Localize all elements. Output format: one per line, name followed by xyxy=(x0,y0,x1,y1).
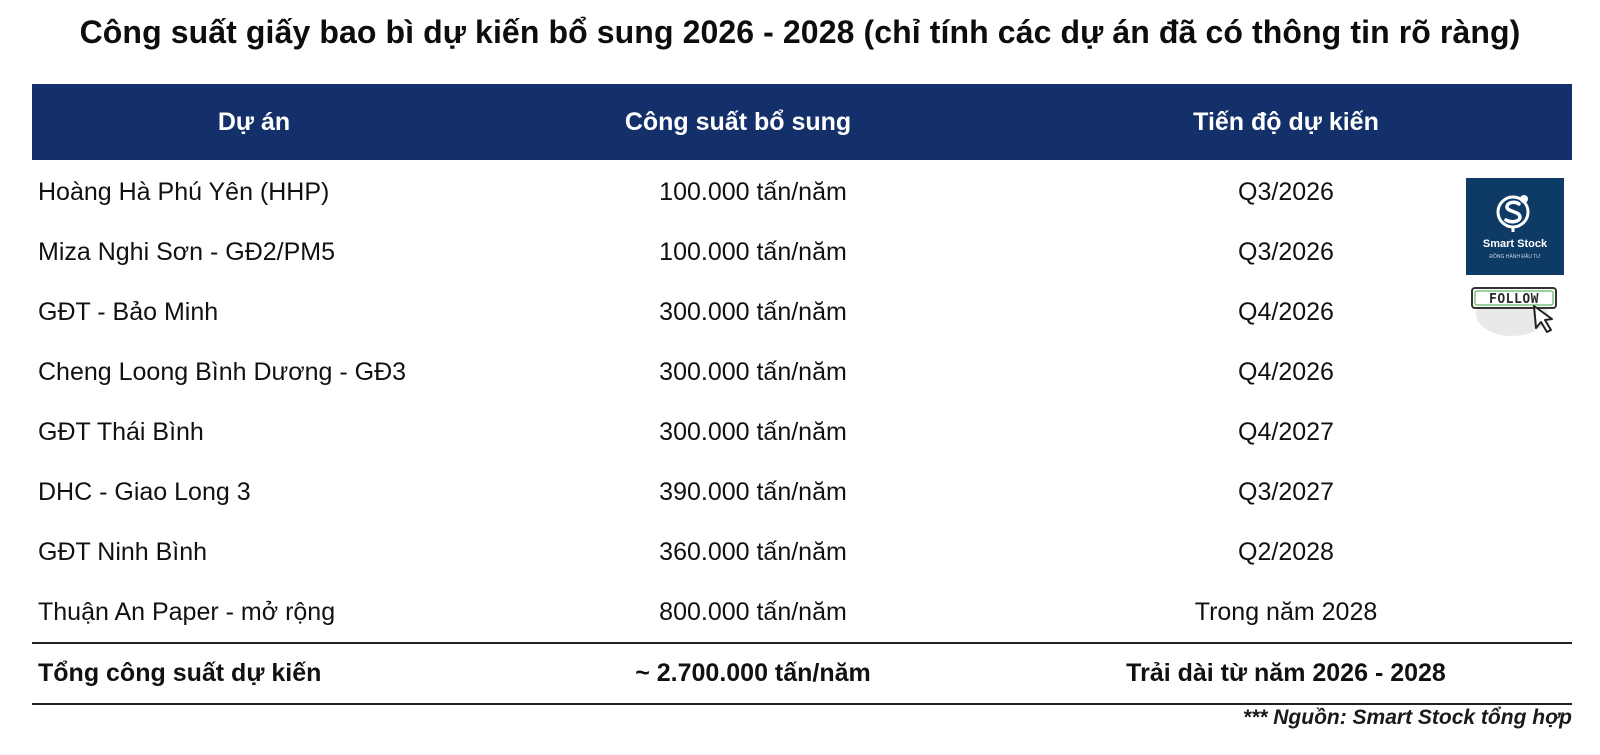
capacity-table: Dự án Công suất bổ sung Tiến độ dự kiến … xyxy=(32,84,1572,705)
capacity-cell: 800.000 tấn/năm xyxy=(659,597,847,626)
timeline-cell: Q3/2027 xyxy=(1238,477,1334,506)
total-capacity: ~ 2.700.000 tấn/năm xyxy=(635,659,871,687)
header-project: Dự án xyxy=(217,107,291,136)
table-row: DHC - Giao Long 3 390.000 tấn/năm Q3/202… xyxy=(32,462,1572,522)
project-cell: Thuận An Paper - mở rộng xyxy=(38,597,336,626)
logo-tagline: ĐỒNG HÀNH ĐẦU TƯ xyxy=(1489,254,1541,260)
header-timeline: Tiến độ dự kiến xyxy=(1193,107,1379,136)
follow-button[interactable]: FOLLOW xyxy=(1470,284,1560,340)
capacity-cell: 390.000 tấn/năm xyxy=(659,477,847,506)
table-row: Hoàng Hà Phú Yên (HHP) 100.000 tấn/năm Q… xyxy=(32,162,1572,222)
table-row: Cheng Loong Bình Dương - GĐ3 300.000 tấn… xyxy=(32,342,1572,402)
capacity-cell: 100.000 tấn/năm xyxy=(659,177,847,206)
source-note: *** Nguồn: Smart Stock tổng hợp xyxy=(1242,706,1572,729)
table-row: GĐT - Bảo Minh 300.000 tấn/năm Q4/2026 xyxy=(32,282,1572,342)
total-row: Tổng công suất dự kiến ~ 2.700.000 tấn/n… xyxy=(32,642,1572,705)
timeline-cell: Trong năm 2028 xyxy=(1194,597,1378,626)
project-cell: GĐT Thái Bình xyxy=(38,417,204,446)
table-row: GĐT Ninh Bình 360.000 tấn/năm Q2/2028 xyxy=(32,522,1572,582)
table-row: Miza Nghi Sơn - GĐ2/PM5 100.000 tấn/năm … xyxy=(32,222,1572,282)
capacity-cell: 300.000 tấn/năm xyxy=(659,417,847,446)
project-cell: Cheng Loong Bình Dương - GĐ3 xyxy=(38,357,407,386)
project-cell: Hoàng Hà Phú Yên (HHP) xyxy=(38,177,330,206)
timeline-cell: Q3/2026 xyxy=(1238,177,1334,206)
follow-badge-icon xyxy=(1471,287,1557,336)
timeline-cell: Q4/2027 xyxy=(1238,417,1334,446)
project-cell: Miza Nghi Sơn - GĐ2/PM5 xyxy=(38,237,336,266)
table-row: Thuận An Paper - mở rộng 800.000 tấn/năm… xyxy=(32,582,1572,642)
follow-label: FOLLOW xyxy=(1489,292,1539,307)
table-header: Dự án Công suất bổ sung Tiến độ dự kiến xyxy=(32,84,1572,160)
smart-stock-logo[interactable]: Smart Stock ĐỒNG HÀNH ĐẦU TƯ xyxy=(1466,178,1564,275)
project-cell: DHC - Giao Long 3 xyxy=(38,477,251,506)
logo-name: Smart Stock xyxy=(1482,238,1548,250)
capacity-cell: 300.000 tấn/năm xyxy=(659,297,847,326)
total-timeline: Trải dài từ năm 2026 - 2028 xyxy=(1126,659,1446,687)
project-cell: GĐT Ninh Bình xyxy=(38,537,208,566)
page-title: Công suất giấy bao bì dự kiến bổ sung 20… xyxy=(79,14,1521,50)
timeline-cell: Q2/2028 xyxy=(1238,537,1334,566)
project-cell: GĐT - Bảo Minh xyxy=(38,297,219,326)
timeline-cell: Q3/2026 xyxy=(1238,237,1334,266)
table-row: GĐT Thái Bình 300.000 tấn/năm Q4/2027 xyxy=(32,402,1572,462)
capacity-cell: 100.000 tấn/năm xyxy=(659,237,847,266)
capacity-cell: 300.000 tấn/năm xyxy=(659,357,847,386)
timeline-cell: Q4/2026 xyxy=(1238,357,1334,386)
capacity-cell: 360.000 tấn/năm xyxy=(659,537,847,566)
smart-stock-logo-icon xyxy=(1496,195,1530,232)
header-capacity: Công suất bổ sung xyxy=(624,107,852,136)
timeline-cell: Q4/2026 xyxy=(1238,297,1334,326)
total-label: Tổng công suất dự kiến xyxy=(38,659,322,687)
